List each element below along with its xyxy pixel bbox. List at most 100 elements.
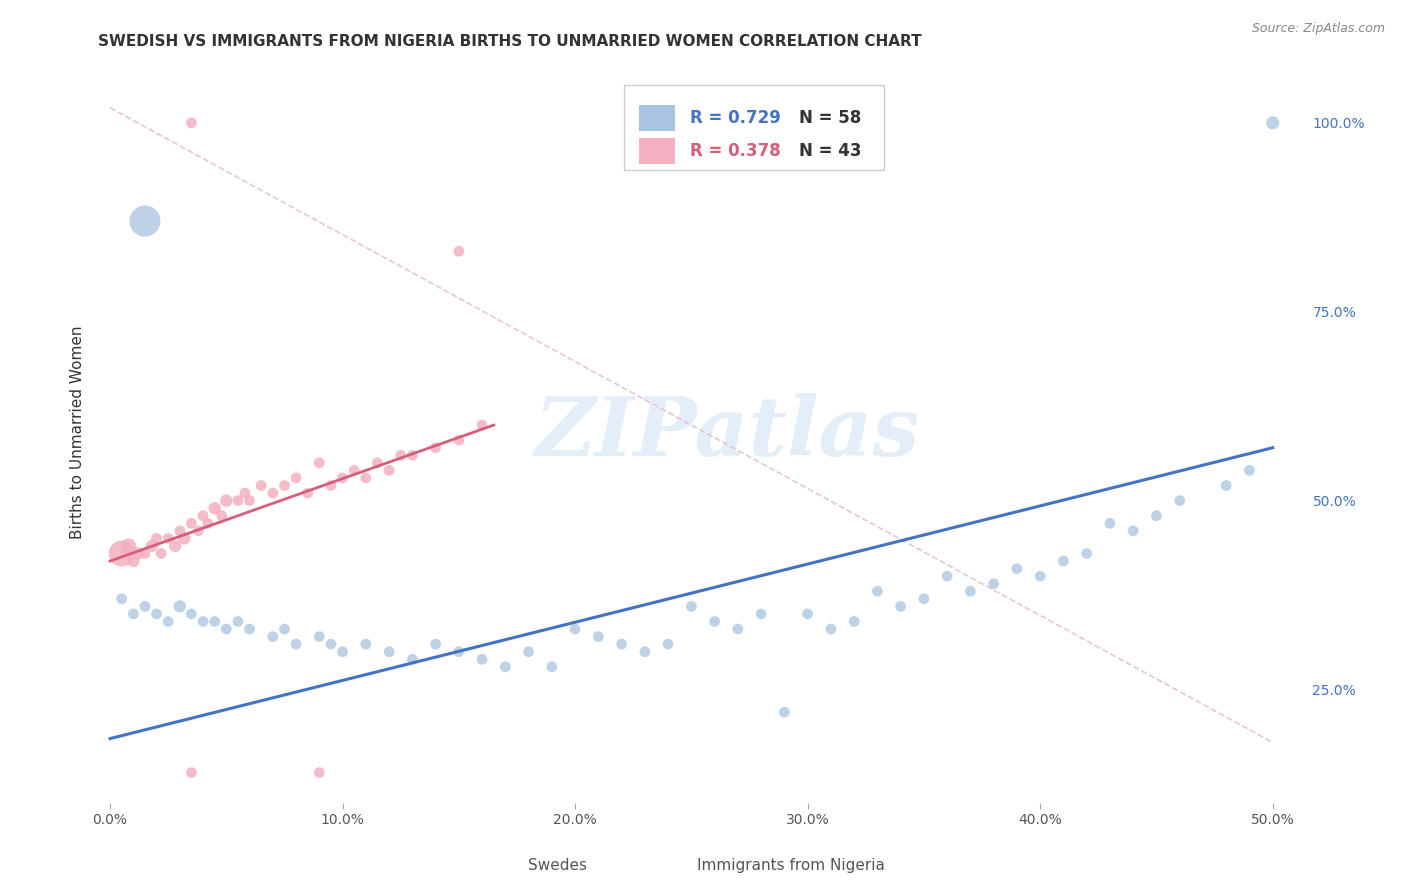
Text: ZIPatlas: ZIPatlas [534,392,920,473]
Point [111,547,134,561]
Point [332,471,354,485]
Point [127,547,149,561]
Text: Swedes: Swedes [527,858,586,873]
Point [118,539,141,553]
Point [657,637,679,651]
Point [1239,463,1261,477]
Point [262,486,284,500]
Point [796,607,818,621]
Point [343,463,366,477]
Text: Source: ZipAtlas.com: Source: ZipAtlas.com [1251,22,1385,36]
Text: N = 58: N = 58 [799,109,860,127]
Point [215,622,238,636]
Text: R = 0.729: R = 0.729 [690,109,780,127]
Point [273,478,295,492]
Point [204,615,226,629]
Point [233,486,256,500]
Point [191,615,214,629]
Point [425,637,447,651]
Point [564,622,586,636]
Point [285,471,308,485]
Point [773,705,796,719]
Point [122,607,145,621]
Point [285,637,308,651]
Point [157,615,180,629]
Point [1098,516,1121,531]
Point [471,418,494,433]
Point [681,599,703,614]
Point [169,524,191,538]
Y-axis label: Births to Unmarried Women: Births to Unmarried Women [69,326,84,540]
Point [332,645,354,659]
FancyBboxPatch shape [638,105,675,131]
Point [319,478,342,492]
Point [226,615,249,629]
Point [471,652,494,666]
FancyBboxPatch shape [638,138,675,164]
Point [157,532,180,546]
Point [169,599,191,614]
Point [354,637,377,651]
Point [134,547,156,561]
Point [204,501,226,516]
Point [401,448,423,462]
Point [820,622,842,636]
Point [890,599,912,614]
Point [912,591,935,606]
Point [250,478,273,492]
Point [134,214,156,228]
Point [389,448,412,462]
Point [1144,508,1167,523]
Point [226,493,249,508]
Text: R = 0.378: R = 0.378 [690,143,780,161]
Point [540,660,562,674]
Point [180,765,202,780]
Point [983,576,1005,591]
Text: N = 43: N = 43 [799,143,860,161]
Point [1076,547,1098,561]
Point [262,630,284,644]
Text: SWEDISH VS IMMIGRANTS FROM NIGERIA BIRTHS TO UNMARRIED WOMEN CORRELATION CHART: SWEDISH VS IMMIGRANTS FROM NIGERIA BIRTH… [98,34,922,49]
Point [588,630,610,644]
Point [180,607,202,621]
Point [749,607,772,621]
Point [1261,116,1284,130]
Text: Immigrants from Nigeria: Immigrants from Nigeria [697,858,884,873]
Point [297,486,319,500]
Point [141,539,163,553]
Point [197,516,219,531]
Point [866,584,889,599]
Point [191,508,214,523]
Point [180,516,202,531]
Point [111,591,134,606]
Point [145,532,167,546]
Point [145,607,167,621]
Point [1122,524,1144,538]
Point [308,630,330,644]
Point [727,622,749,636]
Point [959,584,981,599]
Point [165,539,187,553]
Point [447,645,470,659]
Point [319,637,342,651]
Point [308,456,330,470]
Point [844,615,866,629]
Point [239,493,262,508]
Point [180,116,202,130]
Point [517,645,540,659]
Point [401,652,423,666]
Point [1215,478,1237,492]
FancyBboxPatch shape [492,855,517,877]
Point [273,622,295,636]
Point [211,508,233,523]
Point [1052,554,1074,568]
Point [610,637,633,651]
Point [378,463,401,477]
Point [1005,561,1028,575]
Point [187,524,209,538]
Point [447,244,470,259]
Point [150,547,173,561]
Point [1168,493,1191,508]
Point [936,569,959,583]
Point [308,765,330,780]
